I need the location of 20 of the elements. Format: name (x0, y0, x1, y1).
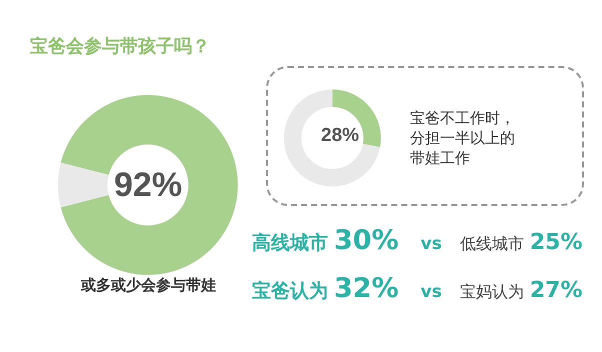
text: vs (420, 282, 442, 302)
text: 宝爸认为 (252, 280, 328, 302)
text: 32% (334, 273, 399, 304)
donut-slice (58, 162, 109, 208)
text: 高线城市 (252, 232, 328, 254)
text: 27% (530, 278, 583, 303)
donut-slice (60, 95, 238, 275)
text: vs (420, 234, 442, 254)
data-label: 28% (321, 125, 360, 146)
chart-title: 宝爸会参与带孩子吗？ (30, 34, 210, 58)
text: 宝爸不工作时， (410, 108, 515, 128)
text: 带娃工作 (410, 148, 470, 168)
text: 分担一半以上的 (410, 128, 515, 148)
text: 30% (334, 225, 399, 256)
donut-slice (284, 90, 380, 186)
data-label: 92% (114, 166, 182, 204)
text: 宝妈认为 (460, 282, 524, 301)
text: 25% (530, 230, 583, 255)
text: 或多或少会参与带娃 (80, 275, 216, 295)
text: 低线城市 (460, 234, 524, 253)
